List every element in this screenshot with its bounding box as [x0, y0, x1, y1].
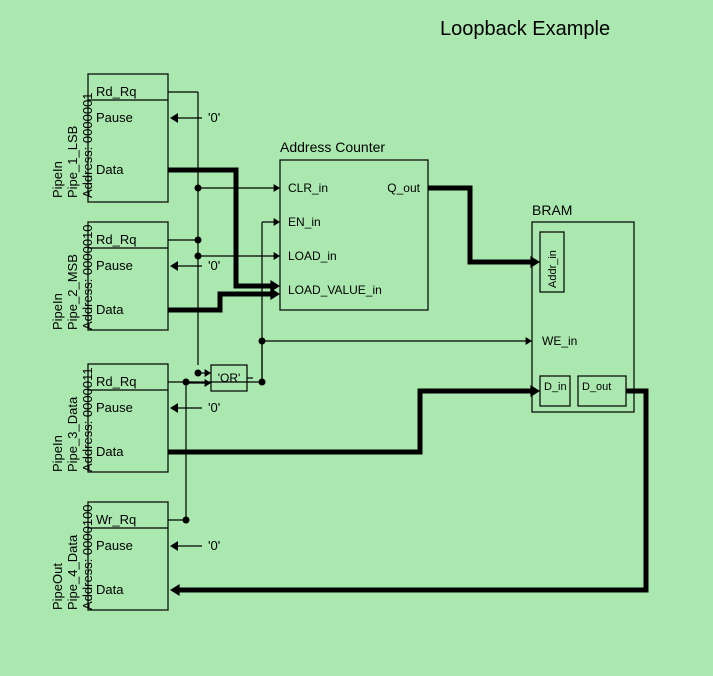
- svg-text:Data: Data: [96, 444, 124, 459]
- svg-text:WE_in: WE_in: [542, 334, 577, 348]
- svg-text:Loopback Example: Loopback Example: [440, 18, 610, 40]
- diagram-canvas: Loopback ExamplePipeInPipe_1_LSBAddress:…: [0, 0, 713, 676]
- svg-text:BRAM: BRAM: [532, 202, 572, 218]
- svg-text:'0': '0': [208, 538, 220, 553]
- svg-text:LOAD_VALUE_in: LOAD_VALUE_in: [288, 283, 382, 297]
- svg-text:D_out: D_out: [582, 381, 611, 393]
- svg-text:Pause: Pause: [96, 538, 133, 553]
- svg-text:PipeIn: PipeIn: [50, 293, 65, 330]
- svg-text:Data: Data: [96, 302, 124, 317]
- svg-text:PipeOut: PipeOut: [50, 563, 65, 610]
- svg-text:Rd_Rq: Rd_Rq: [96, 374, 136, 389]
- svg-text:'0': '0': [208, 400, 220, 415]
- svg-text:Rd_Rq: Rd_Rq: [96, 84, 136, 99]
- svg-text:D_in: D_in: [544, 381, 567, 393]
- svg-text:CLR_in: CLR_in: [288, 181, 328, 195]
- svg-text:EN_in: EN_in: [288, 215, 321, 229]
- svg-text:Pipe_3_Data: Pipe_3_Data: [65, 396, 80, 472]
- svg-text:'0': '0': [208, 258, 220, 273]
- svg-text:Pipe_1_LSB: Pipe_1_LSB: [65, 126, 80, 198]
- svg-text:'OR': 'OR': [218, 371, 241, 385]
- svg-text:PipeIn: PipeIn: [50, 161, 65, 198]
- svg-text:Rd_Rq: Rd_Rq: [96, 232, 136, 247]
- svg-text:Pause: Pause: [96, 258, 133, 273]
- svg-text:'0': '0': [208, 110, 220, 125]
- svg-text:Pipe_2_MSB: Pipe_2_MSB: [65, 254, 80, 330]
- svg-text:Q_out: Q_out: [387, 181, 420, 195]
- svg-text:Wr_Rq: Wr_Rq: [96, 512, 136, 527]
- svg-text:Addr_in: Addr_in: [547, 250, 559, 288]
- svg-text:Pipe_4_Data: Pipe_4_Data: [65, 534, 80, 610]
- svg-text:Pause: Pause: [96, 110, 133, 125]
- svg-text:Data: Data: [96, 162, 124, 177]
- svg-text:PipeIn: PipeIn: [50, 435, 65, 472]
- svg-text:Data: Data: [96, 582, 124, 597]
- svg-text:LOAD_in: LOAD_in: [288, 249, 337, 263]
- svg-text:Address Counter: Address Counter: [280, 139, 385, 155]
- svg-text:Pause: Pause: [96, 400, 133, 415]
